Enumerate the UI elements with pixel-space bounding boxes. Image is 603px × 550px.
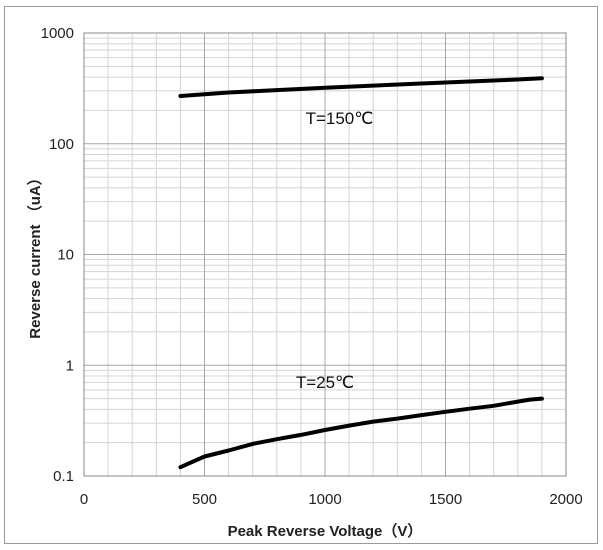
y-tick-label: 1 xyxy=(66,357,74,374)
series-annotation: T=150℃ xyxy=(306,109,374,128)
x-tick-label: 500 xyxy=(192,491,217,508)
x-tick-label: 1000 xyxy=(308,491,341,508)
y-tick-label: 10 xyxy=(57,247,74,264)
x-tick-label: 2000 xyxy=(549,491,582,508)
major-grid xyxy=(84,33,566,476)
x-tick-label: 0 xyxy=(80,491,88,508)
series-line-t25 xyxy=(178,396,544,470)
series-layer xyxy=(178,76,544,470)
annotation-layer: T=150℃ T=25℃ xyxy=(296,109,374,392)
x-tick-labels: 0 500 1000 1500 2000 xyxy=(80,491,583,508)
x-tick-label: 1500 xyxy=(429,491,462,508)
y-tick-label: 1000 xyxy=(41,25,74,42)
series-annotation: T=25℃ xyxy=(296,373,354,392)
plot-area-border xyxy=(83,32,567,477)
series-line-t150 xyxy=(178,76,544,98)
y-tick-label: 0.1 xyxy=(53,468,74,485)
y-tick-labels: 0.1 1 10 100 1000 xyxy=(41,25,74,485)
y-axis-label: Reverse current （uA） xyxy=(26,170,44,338)
y-tick-label: 100 xyxy=(49,136,74,153)
x-axis-label: Peak Reverse Voltage（V） xyxy=(228,522,423,540)
